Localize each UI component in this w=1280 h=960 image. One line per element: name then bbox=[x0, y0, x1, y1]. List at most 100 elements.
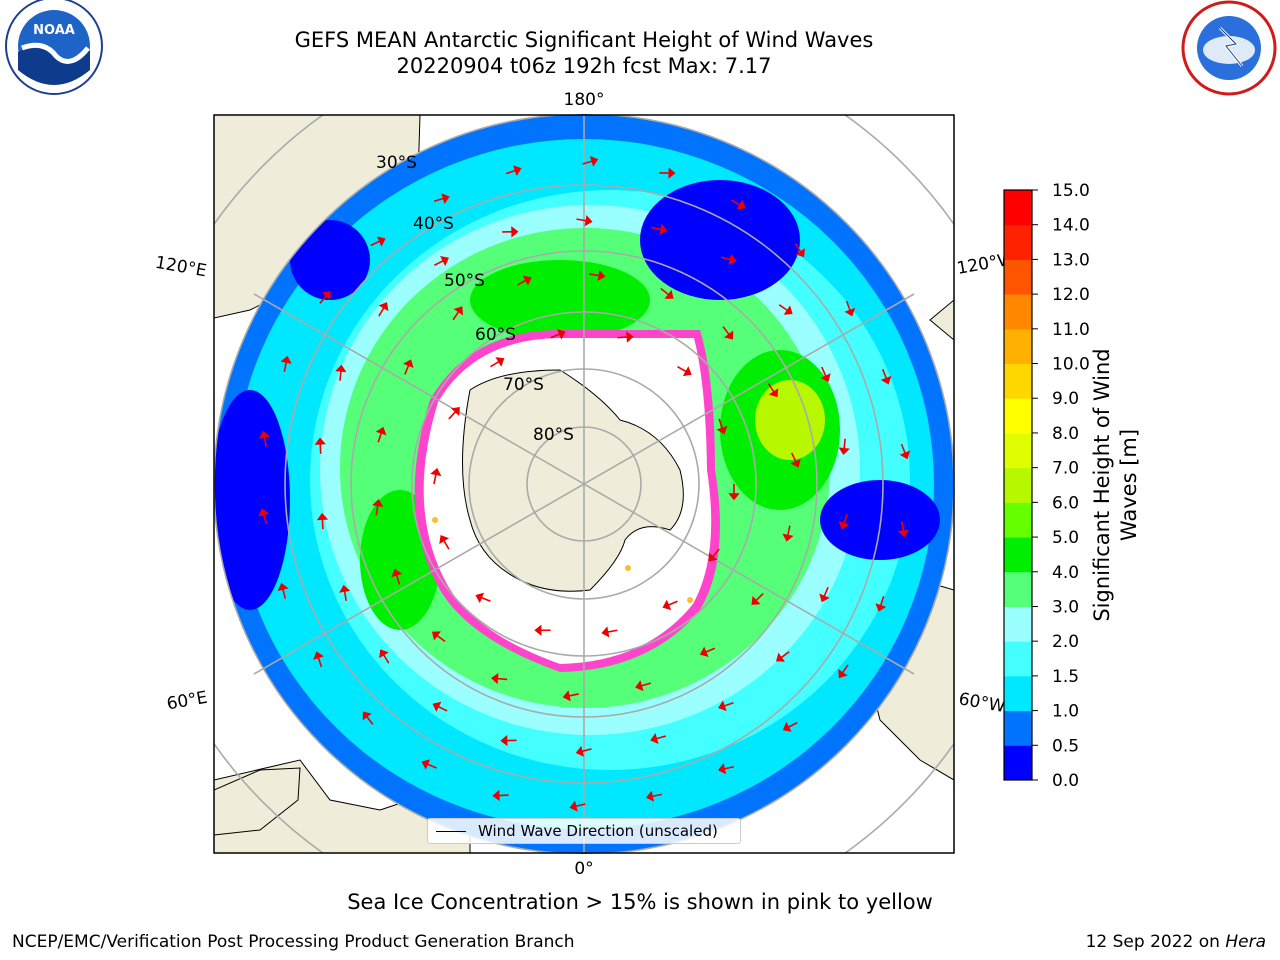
wind-wave-arrow bbox=[437, 705, 448, 712]
wind-wave-arrow bbox=[723, 765, 735, 770]
colorbar-swatch bbox=[1004, 641, 1032, 677]
lat-label-80s: 80°S bbox=[533, 425, 574, 445]
nws-logo bbox=[1181, 0, 1277, 96]
wind-wave-arrowhead bbox=[645, 790, 655, 802]
wind-wave-arrowhead bbox=[838, 520, 850, 530]
wind-wave-arrow bbox=[382, 654, 390, 664]
wind-wave-arrowhead bbox=[339, 584, 351, 593]
wind-wave-arrow bbox=[505, 169, 516, 175]
wind-wave-arrowhead bbox=[403, 359, 414, 369]
colorbar-swatch bbox=[1004, 606, 1032, 642]
wind-wave-arrow bbox=[377, 432, 383, 443]
noaa-logo-text: NOAA bbox=[33, 23, 75, 38]
wind-wave-arrowhead bbox=[728, 253, 737, 265]
wind-wave-arrow bbox=[677, 366, 687, 373]
wind-wave-arrow bbox=[568, 693, 579, 697]
wind-wave-arrowhead bbox=[575, 745, 585, 757]
wind-wave-arrowhead bbox=[716, 425, 728, 435]
wind-wave-arrowhead bbox=[664, 289, 674, 299]
colorbar-swatch bbox=[1004, 363, 1032, 399]
colorbar-tick-label: 0.0 bbox=[1052, 771, 1079, 791]
wind-wave-arrow bbox=[778, 304, 788, 312]
wind-wave-arrowhead bbox=[562, 690, 571, 702]
wind-wave-arrowhead bbox=[820, 373, 831, 383]
wind-wave-arrowhead bbox=[475, 592, 485, 604]
colorbar-swatch bbox=[1004, 224, 1032, 260]
wind-wave-arrow bbox=[607, 629, 618, 633]
map-legend: Wind Wave Direction (unscaled) bbox=[427, 818, 741, 844]
wind-wave-arrowhead bbox=[500, 734, 508, 747]
wind-wave-arrow bbox=[881, 368, 888, 379]
wind-wave-arrowhead bbox=[391, 568, 403, 578]
wind-wave-arrow bbox=[339, 370, 342, 381]
wind-wave-arrowhead bbox=[375, 426, 387, 436]
colorbar-swatch bbox=[1004, 398, 1032, 434]
wind-wave-arrow bbox=[790, 452, 797, 463]
colorbar-tick-label: 1.0 bbox=[1052, 702, 1079, 722]
lon-label-180: 180° bbox=[564, 90, 605, 110]
colorbar-swatch bbox=[1004, 432, 1032, 469]
wind-wave-arrowhead bbox=[782, 721, 792, 732]
colorbar-swatch bbox=[1004, 190, 1032, 226]
wind-wave-arrow bbox=[581, 748, 592, 753]
lat-label-30s: 30°S bbox=[376, 153, 417, 173]
colorbar-tick-label: 1.5 bbox=[1052, 667, 1079, 687]
wind-wave-arrowhead bbox=[838, 669, 848, 679]
wind-wave-arrowhead bbox=[880, 375, 892, 385]
wind-wave-arrowhead bbox=[372, 499, 384, 507]
wind-wave-arrowhead bbox=[258, 430, 271, 439]
wind-wave-arrowhead bbox=[728, 493, 740, 501]
wind-wave-arrowhead bbox=[569, 800, 578, 812]
wind-wave-arrow bbox=[841, 664, 849, 674]
wind-wave-arrow bbox=[720, 256, 731, 261]
wind-wave-arrow bbox=[436, 634, 446, 643]
wind-wave-arrowhead bbox=[450, 406, 460, 417]
wind-wave-arrowhead bbox=[597, 269, 606, 282]
wind-wave-arrow bbox=[845, 300, 851, 311]
colorbar-label: Significant Height of Wind Waves [m] bbox=[1090, 348, 1141, 622]
wind-wave-arrow bbox=[656, 735, 667, 740]
wind-wave-arrowhead bbox=[775, 652, 786, 662]
wind-wave-arrowhead bbox=[378, 302, 389, 312]
wind-wave-arrowhead bbox=[650, 733, 659, 744]
wind-wave-arrowhead bbox=[432, 701, 442, 712]
wind-wave-arrow bbox=[370, 240, 381, 247]
wind-wave-arrow bbox=[843, 438, 846, 449]
wind-wave-arrow bbox=[780, 651, 790, 659]
footer-date-text: 12 Sep 2022 on bbox=[1085, 932, 1220, 952]
wind-wave-arrow bbox=[901, 521, 905, 532]
wind-wave-arrowhead bbox=[379, 649, 389, 659]
wind-wave-arrowhead bbox=[699, 646, 709, 658]
wind-wave-arrowhead bbox=[421, 759, 431, 770]
wind-wave-arrowhead bbox=[495, 357, 505, 367]
wind-wave-arrowhead bbox=[280, 355, 292, 364]
map-subtitle: 20220904 t06z 192h fcst Max: 7.17 bbox=[396, 54, 772, 78]
lat-label-70s: 70°S bbox=[503, 375, 544, 395]
wind-wave-arrowhead bbox=[439, 535, 450, 545]
wind-wave-arrowhead bbox=[768, 388, 779, 398]
wind-wave-arrowhead bbox=[795, 248, 805, 258]
wind-wave-vectors bbox=[258, 155, 911, 812]
wind-wave-arrowhead bbox=[736, 199, 746, 210]
wind-wave-arrow bbox=[731, 199, 741, 206]
colorbar-tick-label: 10.0 bbox=[1052, 355, 1090, 375]
wind-wave-arrow bbox=[651, 226, 662, 231]
colorbar-swatch bbox=[1004, 745, 1032, 781]
wind-wave-arrow bbox=[433, 197, 444, 203]
wind-wave-arrowhead bbox=[708, 552, 718, 562]
wind-wave-arrow bbox=[842, 513, 849, 524]
wind-wave-arrowhead bbox=[682, 366, 692, 377]
lon-label-60w: 60°W bbox=[957, 689, 1007, 717]
wind-wave-arrowhead bbox=[534, 624, 542, 636]
colorbar-tick-label: 6.0 bbox=[1052, 493, 1079, 513]
colorbar-swatch bbox=[1004, 294, 1032, 330]
wind-wave-arrowhead bbox=[376, 236, 386, 247]
colorbar-swatch bbox=[1004, 675, 1032, 712]
wind-wave-arrowhead bbox=[522, 275, 532, 286]
lat-label-50s: 50°S bbox=[444, 271, 485, 291]
colorbar-swatch bbox=[1004, 259, 1032, 295]
wind-wave-arrowhead bbox=[313, 651, 324, 660]
wind-wave-arrowhead bbox=[492, 789, 500, 802]
wind-wave-arrow bbox=[263, 436, 267, 447]
wind-wave-arrowhead bbox=[440, 255, 449, 267]
